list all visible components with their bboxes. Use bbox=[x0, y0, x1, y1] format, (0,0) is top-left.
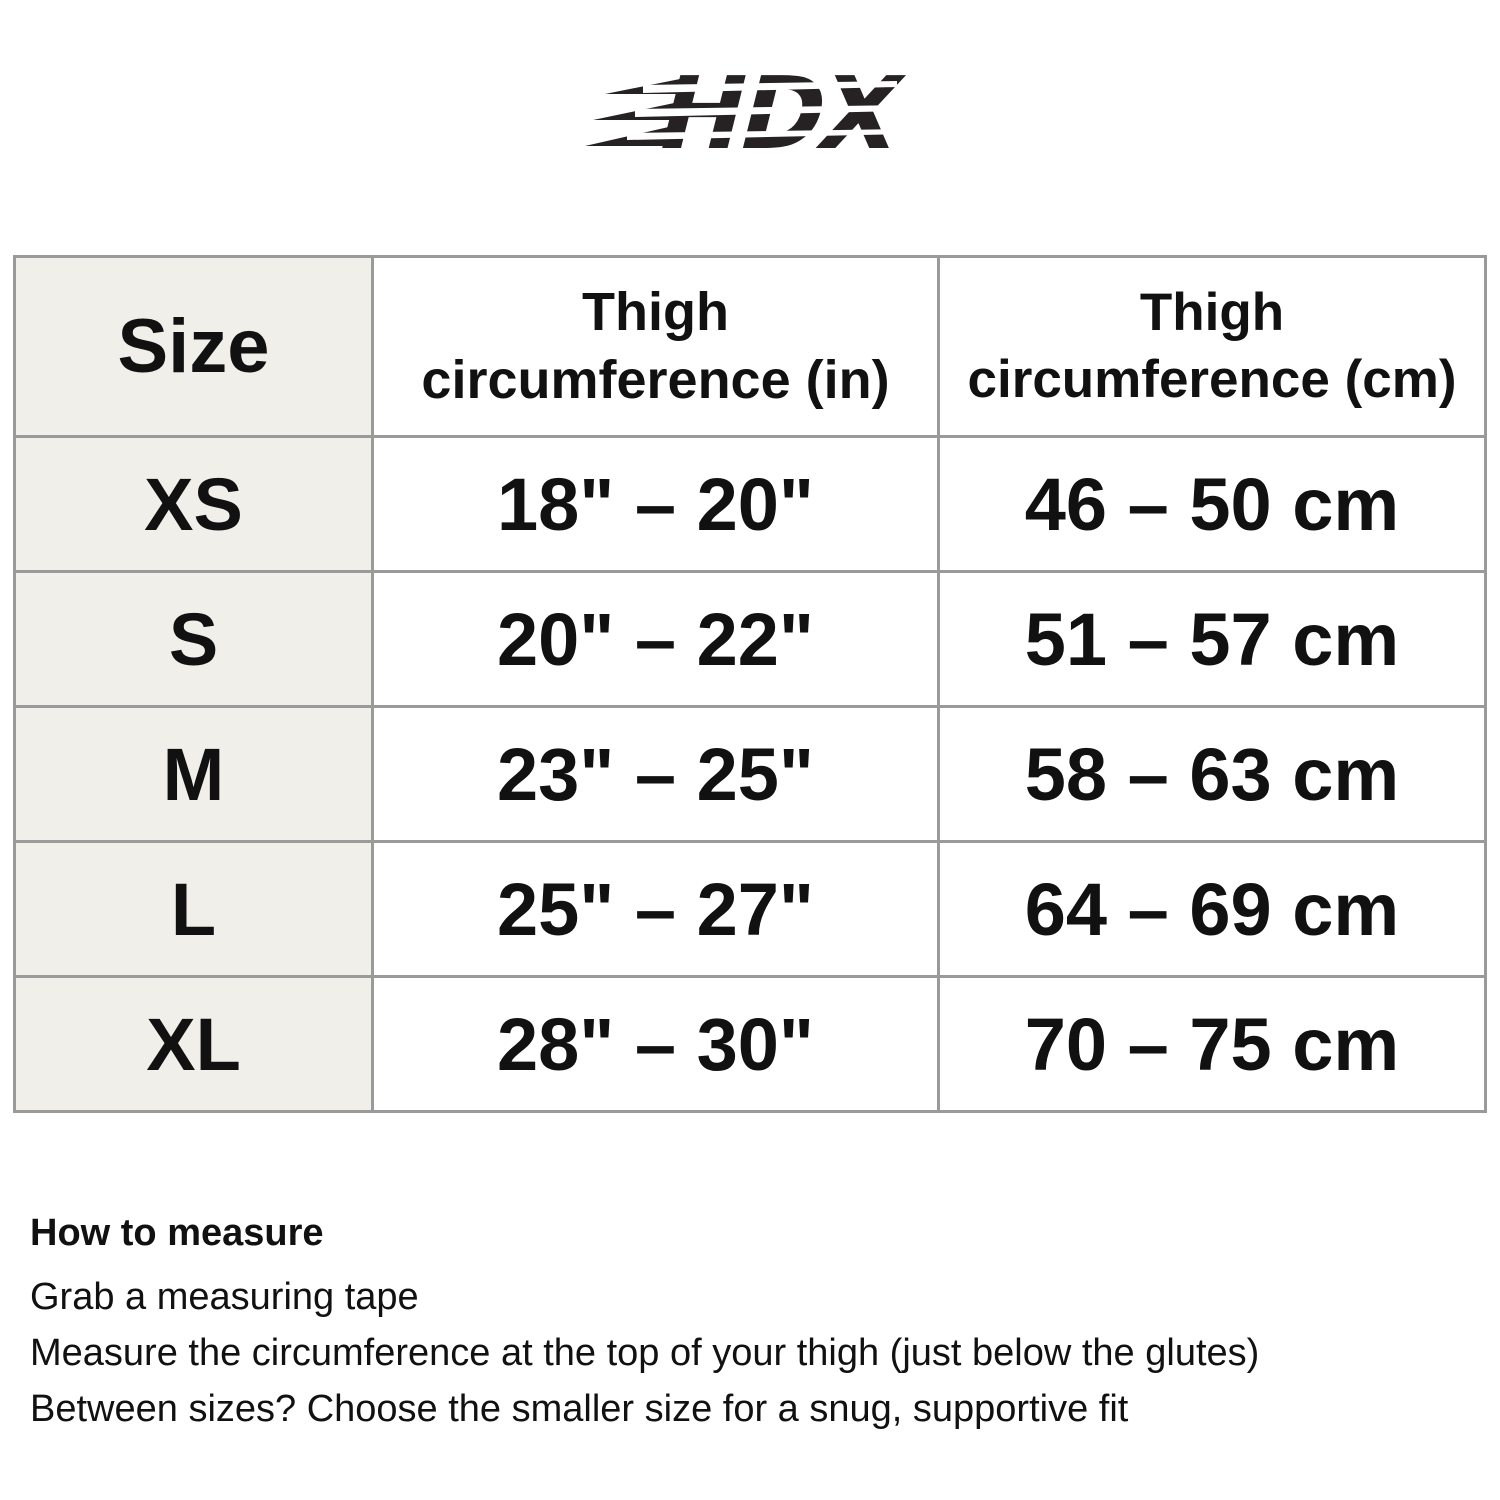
hdx-logo-icon: HDX bbox=[585, 55, 913, 160]
table-row-xs: XS 18" – 20" 46 – 50 cm bbox=[13, 435, 1487, 573]
header-thigh-in-line1: Thigh bbox=[582, 282, 729, 342]
table-row-m: M 23" – 25" 58 – 63 cm bbox=[13, 705, 1487, 843]
cm-cell: 70 – 75 cm bbox=[937, 975, 1487, 1113]
inches-cell: 25" – 27" bbox=[371, 840, 940, 978]
size-cell: L bbox=[13, 840, 374, 978]
instruction-line-1: Grab a measuring tape bbox=[30, 1276, 419, 1318]
cm-cell: 58 – 63 cm bbox=[937, 705, 1487, 843]
header-size: Size bbox=[13, 255, 374, 438]
table-row-xl: XL 28" – 30" 70 – 75 cm bbox=[13, 975, 1487, 1113]
size-chart-table: Size Thigh circumference (in) Thigh circ… bbox=[13, 255, 1487, 1113]
table-header-row: Size Thigh circumference (in) Thigh circ… bbox=[13, 255, 1487, 438]
size-cell: S bbox=[13, 570, 374, 708]
header-thigh-in: Thigh circumference (in) bbox=[371, 255, 940, 438]
size-chart-page: HDX Size Thigh circumference (in) bbox=[0, 0, 1500, 1437]
size-cell: M bbox=[13, 705, 374, 843]
how-to-measure-section: How to measure Grab a measuring tape Mea… bbox=[30, 1213, 1500, 1437]
header-thigh-in-line2: circumference (in) bbox=[421, 349, 890, 410]
cm-cell: 64 – 69 cm bbox=[937, 840, 1487, 978]
header-thigh-cm-line1: Thigh bbox=[1139, 283, 1285, 343]
inches-cell: 18" – 20" bbox=[371, 435, 940, 573]
table-row-s: S 20" – 22" 51 – 57 cm bbox=[13, 570, 1487, 708]
table-row-l: L 25" – 27" 64 – 69 cm bbox=[13, 840, 1487, 978]
inches-cell: 20" – 22" bbox=[371, 570, 940, 708]
cm-cell: 51 – 57 cm bbox=[937, 570, 1487, 708]
cm-cell: 46 – 50 cm bbox=[937, 435, 1487, 573]
size-cell: XL bbox=[13, 975, 374, 1113]
inches-cell: 28" – 30" bbox=[371, 975, 940, 1113]
size-cell: XS bbox=[13, 435, 374, 573]
instruction-line-3: Between sizes? Choose the smaller size f… bbox=[30, 1388, 1129, 1430]
brand-header: HDX bbox=[0, 0, 1500, 160]
inches-cell: 23" – 25" bbox=[371, 705, 940, 843]
instruction-line-2: Measure the circumference at the top of … bbox=[30, 1332, 1260, 1374]
how-to-measure-title: How to measure bbox=[30, 1212, 324, 1254]
header-thigh-cm-line2: circumference (cm) bbox=[967, 349, 1457, 409]
header-thigh-cm: Thigh circumference (cm) bbox=[937, 255, 1487, 438]
